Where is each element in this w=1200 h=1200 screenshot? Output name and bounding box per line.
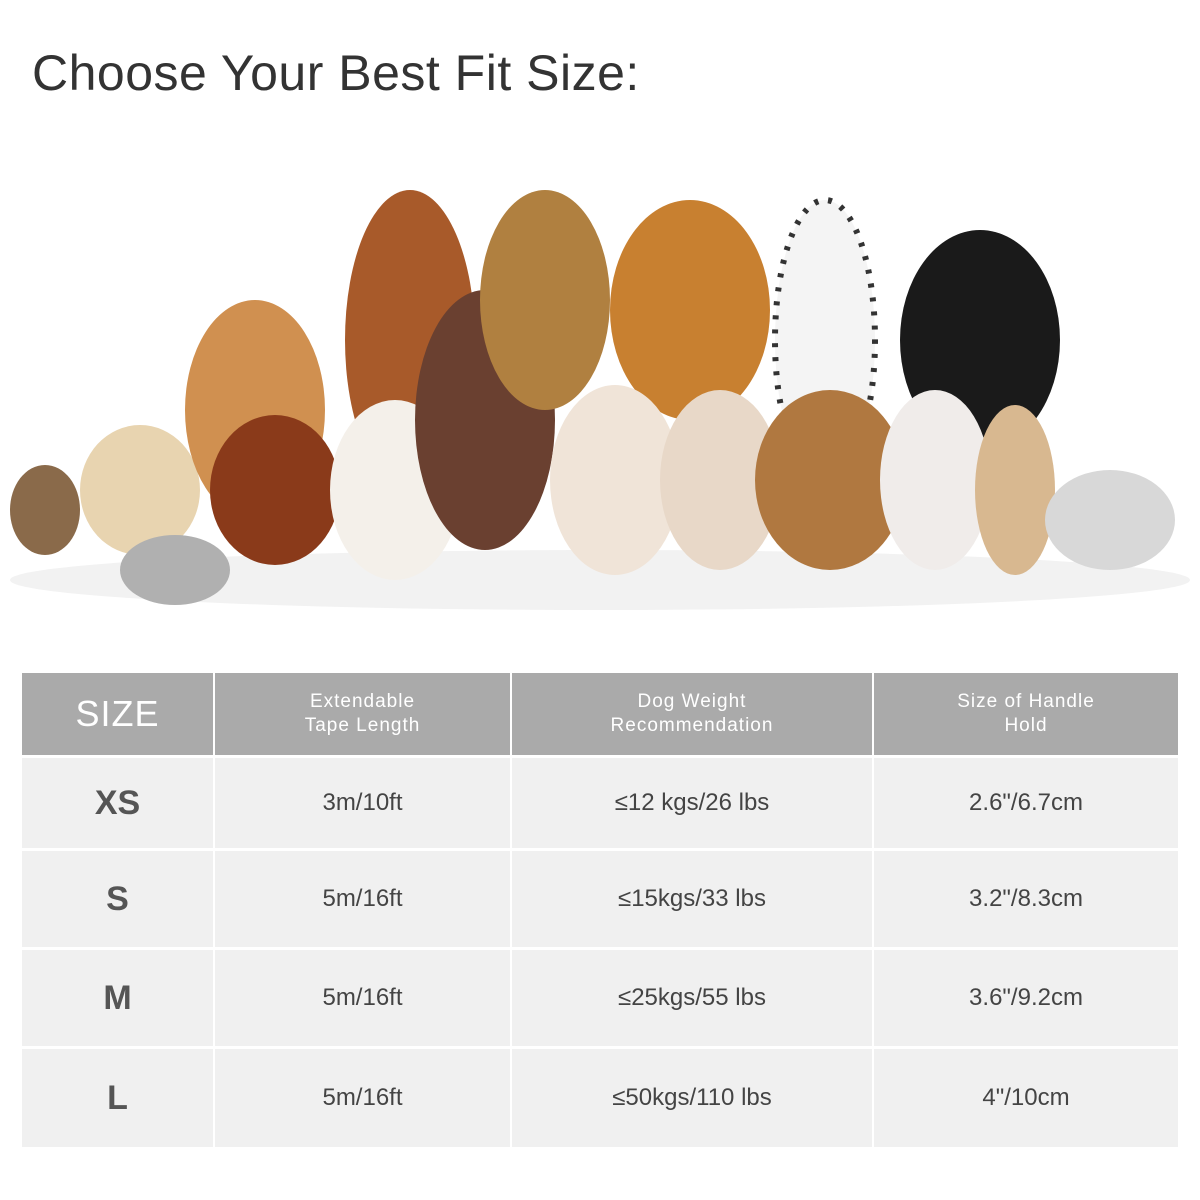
table-row: L 5m/16ft ≤50kgs/110 lbs 4"/10cm [22,1049,1178,1147]
table-row: M 5m/16ft ≤25kgs/55 lbs 3.6"/9.2cm [22,950,1178,1046]
handle-size-cell: 3.2"/8.3cm [874,851,1178,947]
handle-size-cell: 2.6"/6.7cm [874,758,1178,848]
table-header-row: SIZE Extendable Tape Length Dog Weight R… [22,673,1178,755]
header-dog-weight: Dog Weight Recommendation [512,673,872,755]
header-handle-size-label: Size of Handle Hold [957,691,1095,736]
tape-length-cell: 5m/16ft [215,851,510,947]
page-title: Choose Your Best Fit Size: [32,45,640,101]
size-cell: S [22,851,213,947]
dog-weight-cell: ≤12 kgs/26 lbs [512,758,872,848]
dog-weight-cell: ≤15kgs/33 lbs [512,851,872,947]
dog-weight-cell: ≤50kgs/110 lbs [512,1049,872,1147]
header-tape-length: Extendable Tape Length [215,673,510,755]
tape-length-cell: 5m/16ft [215,1049,510,1147]
tape-length-cell: 3m/10ft [215,758,510,848]
pets-group-image [10,190,1190,610]
size-cell: M [22,950,213,1046]
tape-length-cell: 5m/16ft [215,950,510,1046]
size-chart-table: SIZE Extendable Tape Length Dog Weight R… [22,673,1178,1150]
dog-silhouettes [10,190,1175,605]
table-row: S 5m/16ft ≤15kgs/33 lbs 3.2"/8.3cm [22,851,1178,947]
header-size: SIZE [22,673,213,755]
handle-size-cell: 3.6"/9.2cm [874,950,1178,1046]
size-cell: XS [22,758,213,848]
header-tape-length-label: Extendable Tape Length [304,691,421,736]
handle-size-cell: 4"/10cm [874,1049,1178,1147]
header-dog-weight-label: Dog Weight Recommendation [610,691,774,736]
dog-weight-cell: ≤25kgs/55 lbs [512,950,872,1046]
table-row: XS 3m/10ft ≤12 kgs/26 lbs 2.6"/6.7cm [22,758,1178,848]
header-handle-size: Size of Handle Hold [874,673,1178,755]
size-cell: L [22,1049,213,1147]
